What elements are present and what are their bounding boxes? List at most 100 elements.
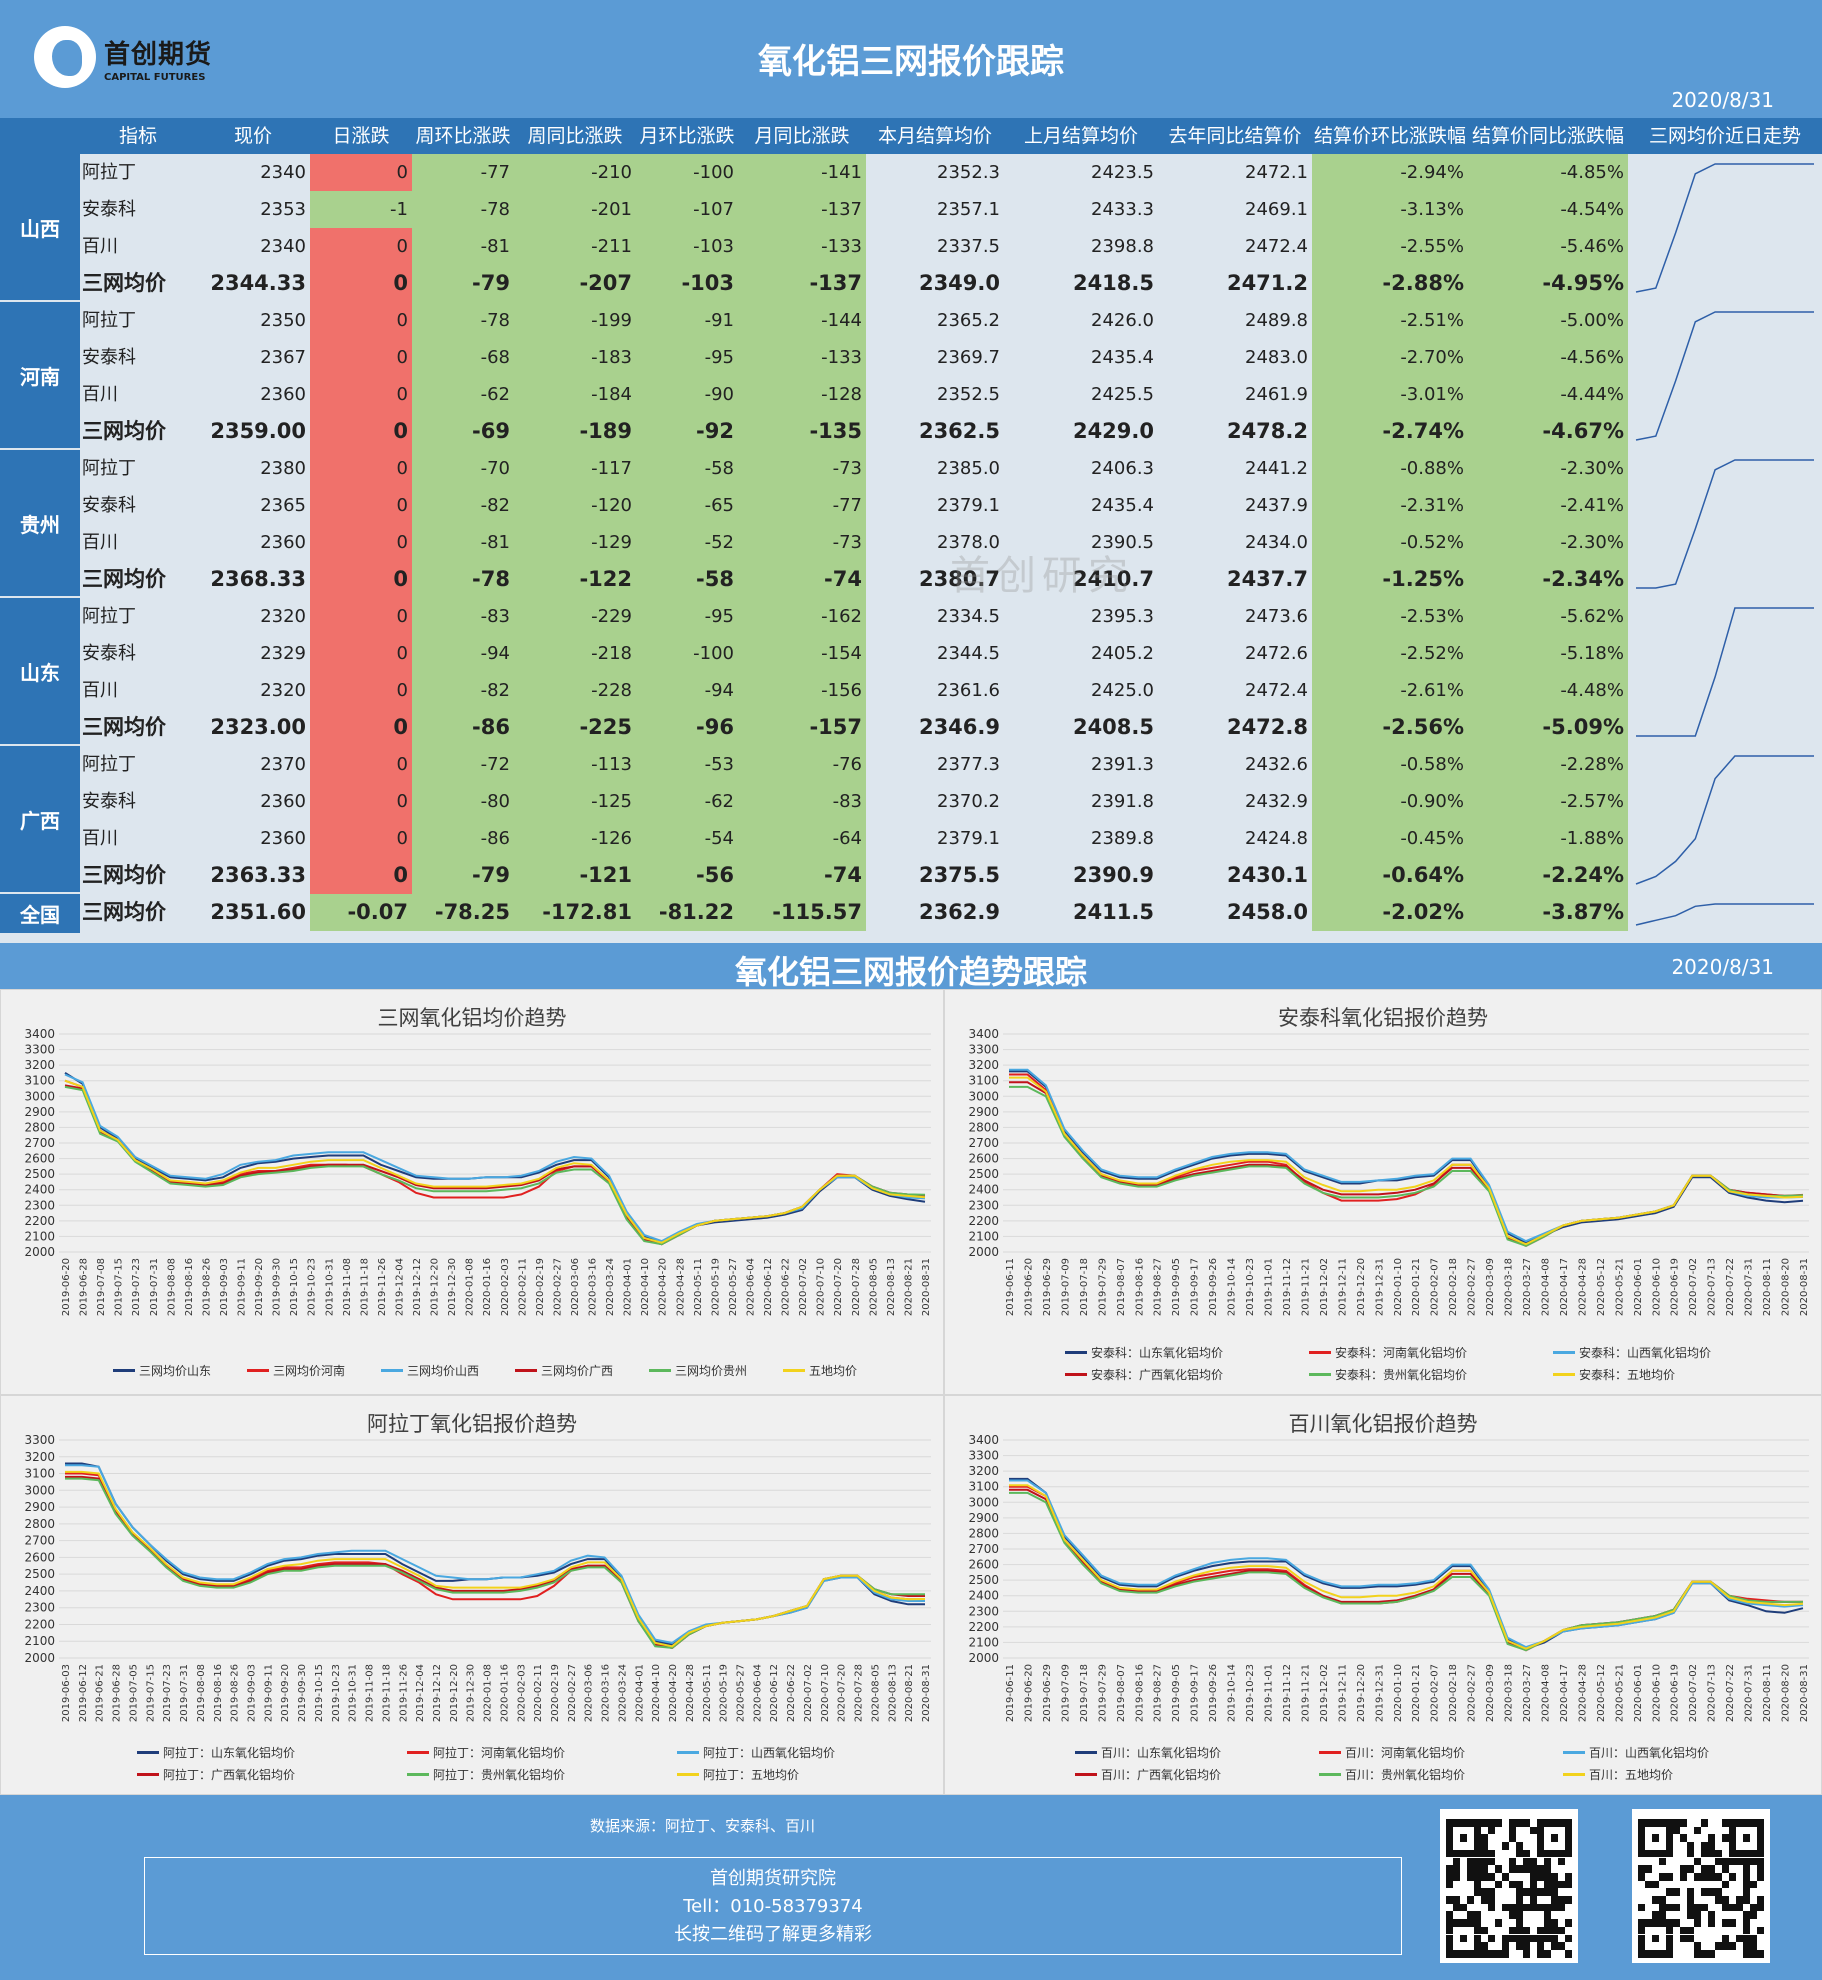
qr-module <box>1736 1934 1743 1943</box>
table-cell: -5.18% <box>1468 635 1628 672</box>
y-tick-label: 3000 <box>968 1089 999 1103</box>
qr-module <box>1537 1834 1544 1843</box>
qr-module <box>1701 1903 1708 1912</box>
x-tick-label: 2020-02-19 <box>535 1258 546 1316</box>
qr-module <box>1666 1826 1673 1835</box>
x-tick-label: 2020-04-20 <box>658 1258 669 1316</box>
qr-module <box>1530 1826 1537 1835</box>
x-tick-label: 2020-05-19 <box>719 1664 730 1722</box>
qr-module <box>1736 1903 1743 1912</box>
qr-module <box>1495 1819 1502 1827</box>
x-tick-label: 2019-10-15 <box>289 1258 300 1316</box>
column-header: 周同比涨跌 <box>514 118 636 154</box>
table-cell: 2360 <box>196 376 310 413</box>
table-cell: -74 <box>738 857 866 894</box>
x-tick-label: 2019-11-12 <box>1282 1258 1293 1316</box>
qr-module <box>1722 1819 1729 1827</box>
qr-module <box>1537 1903 1544 1912</box>
x-tick-label: 2020-03-24 <box>605 1258 616 1316</box>
qr-module <box>1687 1911 1694 1920</box>
legend-label: 阿拉丁：五地均价 <box>703 1768 800 1782</box>
series-line <box>64 1079 926 1244</box>
x-tick-label: 2019-09-05 <box>1171 1664 1182 1722</box>
qr-module <box>1652 1880 1659 1889</box>
x-tick-label: 2019-09-03 <box>246 1664 257 1722</box>
x-tick-label: 2020-04-08 <box>1540 1258 1551 1316</box>
x-tick-label: 2020-07-13 <box>1707 1258 1718 1316</box>
table-cell: -4.95% <box>1468 265 1628 302</box>
table-cell: -0.52% <box>1312 524 1468 561</box>
qr-module <box>1523 1888 1530 1896</box>
qr-module <box>1750 1903 1757 1912</box>
legend-swatch <box>1065 1351 1087 1354</box>
qr-module <box>1530 1872 1537 1881</box>
series-line <box>64 1072 926 1244</box>
qr-module <box>1743 1880 1750 1889</box>
table-cell: 2435.4 <box>1004 487 1158 524</box>
table-cell: -0.88% <box>1312 450 1468 487</box>
qr-module <box>1446 1819 1453 1827</box>
qr-module <box>1687 1842 1694 1850</box>
qr-module <box>1495 1919 1502 1927</box>
qr-module <box>1743 1849 1750 1858</box>
qr-module <box>1757 1819 1764 1827</box>
table-cell: -5.46% <box>1468 228 1628 265</box>
qr-module <box>1743 1911 1750 1920</box>
legend-label: 百川：广西氧化铝均价 <box>1101 1768 1222 1782</box>
qr-module <box>1474 1849 1481 1858</box>
legend-label: 三网均价河南 <box>273 1364 346 1378</box>
table-cell: 0 <box>310 339 412 376</box>
legend-label: 三网均价山西 <box>407 1364 480 1378</box>
y-tick-label: 2700 <box>24 1534 55 1548</box>
table-cell: -82 <box>412 487 514 524</box>
x-tick-label: 2019-09-26 <box>1208 1664 1219 1722</box>
qr-module <box>1481 1888 1488 1896</box>
series-line <box>65 1477 925 1649</box>
table-cell: -2.24% <box>1468 857 1628 894</box>
x-tick-label: 2019-06-29 <box>1042 1664 1053 1722</box>
x-tick-label: 2019-10-15 <box>314 1664 325 1722</box>
x-tick-label: 2020-07-02 <box>1688 1258 1699 1316</box>
table-cell: -172.81 <box>514 894 636 931</box>
table-cell: -225 <box>514 709 636 746</box>
table-cell: -2.30% <box>1468 450 1628 487</box>
y-tick-label: 2200 <box>24 1214 55 1228</box>
x-tick-label: 2019-09-05 <box>1171 1258 1182 1316</box>
qr-module <box>1750 1849 1757 1858</box>
table-cell: 0 <box>310 265 412 302</box>
table-cell: -210 <box>514 154 636 191</box>
x-tick-label: 2019-07-18 <box>1079 1664 1090 1722</box>
row-label: 三网均价 <box>80 709 196 746</box>
qr-module <box>1488 1872 1495 1881</box>
series-line <box>1009 1070 1804 1244</box>
section-title: 氧化铝三网报价趋势跟踪 <box>734 953 1087 991</box>
series-line <box>1009 1477 1804 1650</box>
table-cell: -129 <box>514 524 636 561</box>
qr-module <box>1481 1872 1488 1881</box>
legend-item: 阿拉丁：河南氧化铝均价 <box>407 1744 565 1761</box>
x-tick-label: 2019-06-03 <box>61 1664 72 1722</box>
qr-code-icon[interactable] <box>1632 1809 1770 1963</box>
table-cell: -74 <box>738 561 866 598</box>
x-tick-label: 2019-09-30 <box>297 1664 308 1722</box>
table-cell: -2.28% <box>1468 746 1628 783</box>
qr-module <box>1673 1826 1680 1835</box>
table-cell: 2411.5 <box>1004 894 1158 931</box>
table-cell: 2320 <box>196 672 310 709</box>
table-cell: 2352.5 <box>866 376 1004 413</box>
qr-module <box>1722 1834 1729 1843</box>
qr-module <box>1757 1865 1764 1873</box>
qr-module <box>1516 1865 1523 1873</box>
table-cell: 2351.60 <box>196 894 310 931</box>
x-tick-label: 2020-03-18 <box>1504 1664 1515 1722</box>
logo: 首创期货 CAPITAL FUTURES <box>30 22 220 94</box>
qr-module <box>1516 1911 1523 1920</box>
qr-code-icon[interactable] <box>1440 1809 1578 1963</box>
x-tick-label: 2020-01-16 <box>482 1258 493 1316</box>
row-label: 百川 <box>80 376 196 413</box>
table-cell: -2.88% <box>1312 265 1468 302</box>
qr-module <box>1537 1849 1544 1858</box>
qr-module <box>1509 1834 1516 1843</box>
header: 首创期货 CAPITAL FUTURES 氧化铝三网报价跟踪 2020/8/31 <box>0 0 1822 118</box>
table-cell: -100 <box>636 154 738 191</box>
